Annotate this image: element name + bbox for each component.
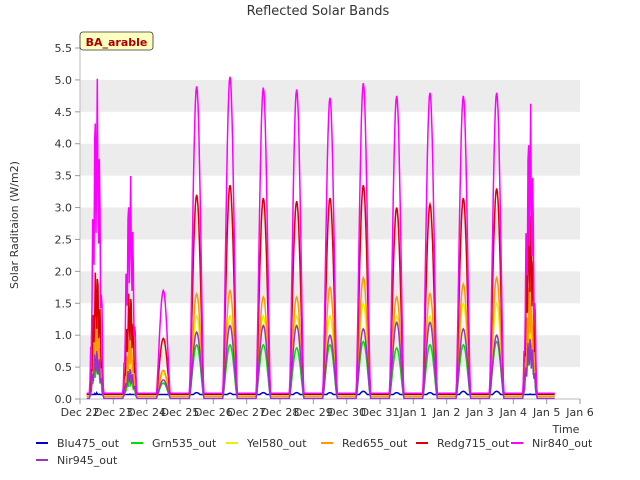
y-tick-label: 3.5 <box>55 170 73 183</box>
x-tick-label: Dec 29 <box>294 406 333 419</box>
y-tick-label: 5.0 <box>55 74 73 87</box>
y-axis-label: Solar Raditaion (W/m2) <box>8 161 21 289</box>
x-tick-label: Dec 23 <box>94 406 133 419</box>
legend-label-Red655_out: Red655_out <box>342 437 408 450</box>
y-tick-label: 3.0 <box>55 202 73 215</box>
y-tick-label: 2.0 <box>55 265 73 278</box>
legend-label-Yel580_out: Yel580_out <box>246 437 307 450</box>
x-tick-label: Dec 30 <box>327 406 366 419</box>
grid-band <box>80 79 580 112</box>
y-tick-label: 0.0 <box>55 393 73 406</box>
y-tick-label: 4.5 <box>55 106 73 119</box>
x-tick-label: Dec 26 <box>194 406 233 419</box>
x-tick-label: Dec 25 <box>161 406 200 419</box>
site-badge-box <box>79 31 154 51</box>
axes: 0.0 0.5 1.0 1.5 2.0 2.5 3.0 3.5 4.0 4.5 5.0 5.5 Dec … <box>55 42 594 419</box>
grid-band <box>80 207 580 240</box>
x-tick-label: Jan 4 <box>499 406 527 419</box>
x-tick-label: Jan 5 <box>532 406 560 419</box>
y-tick-label: 1.5 <box>55 297 73 310</box>
y-tick-label: 2.5 <box>55 233 73 246</box>
series-lines <box>86 76 555 400</box>
grid-band <box>80 335 580 368</box>
y-tick-label: 4.0 <box>55 138 73 151</box>
y-tick-label: 5.5 <box>55 42 73 55</box>
x-tick-label: Jan 1 <box>399 406 427 419</box>
legend: Blu475_out Grn535_out Yel580_out Red655_out… <box>36 437 593 467</box>
site-badge: BA_arable <box>79 31 154 51</box>
legend-label-Redg715_out: Redg715_out <box>437 437 510 450</box>
x-tick-label: Dec 22 <box>61 406 100 419</box>
series-line-Nir945_out <box>86 320 555 400</box>
x-tick-label: Jan 3 <box>465 406 493 419</box>
legend-label-Grn535_out: Grn535_out <box>152 437 217 450</box>
series-line-Red655_out <box>86 275 555 398</box>
site-badge-label: BA_arable <box>86 36 148 49</box>
grid-band <box>80 143 580 176</box>
x-tick-label: Jan 2 <box>432 406 460 419</box>
legend-label-Blu475_out: Blu475_out <box>57 437 120 450</box>
x-tick-label: Dec 24 <box>127 406 166 419</box>
y-tick-label: 0.5 <box>55 361 73 374</box>
legend-label-Nir840_out: Nir840_out <box>532 437 593 450</box>
x-tick-label: Dec 28 <box>261 406 300 419</box>
chart-title: Reflected Solar Bands <box>247 4 390 19</box>
x-axis-label: Time <box>552 423 580 436</box>
y-tick-label: 1.0 <box>55 329 73 342</box>
x-tick-label: Dec 31 <box>361 406 400 419</box>
x-tick-label: Dec 27 <box>227 406 266 419</box>
x-tick-label: Jan 6 <box>565 406 593 419</box>
series-line-Nir840_out <box>86 76 555 395</box>
legend-label-Nir945_out: Nir945_out <box>57 454 118 467</box>
